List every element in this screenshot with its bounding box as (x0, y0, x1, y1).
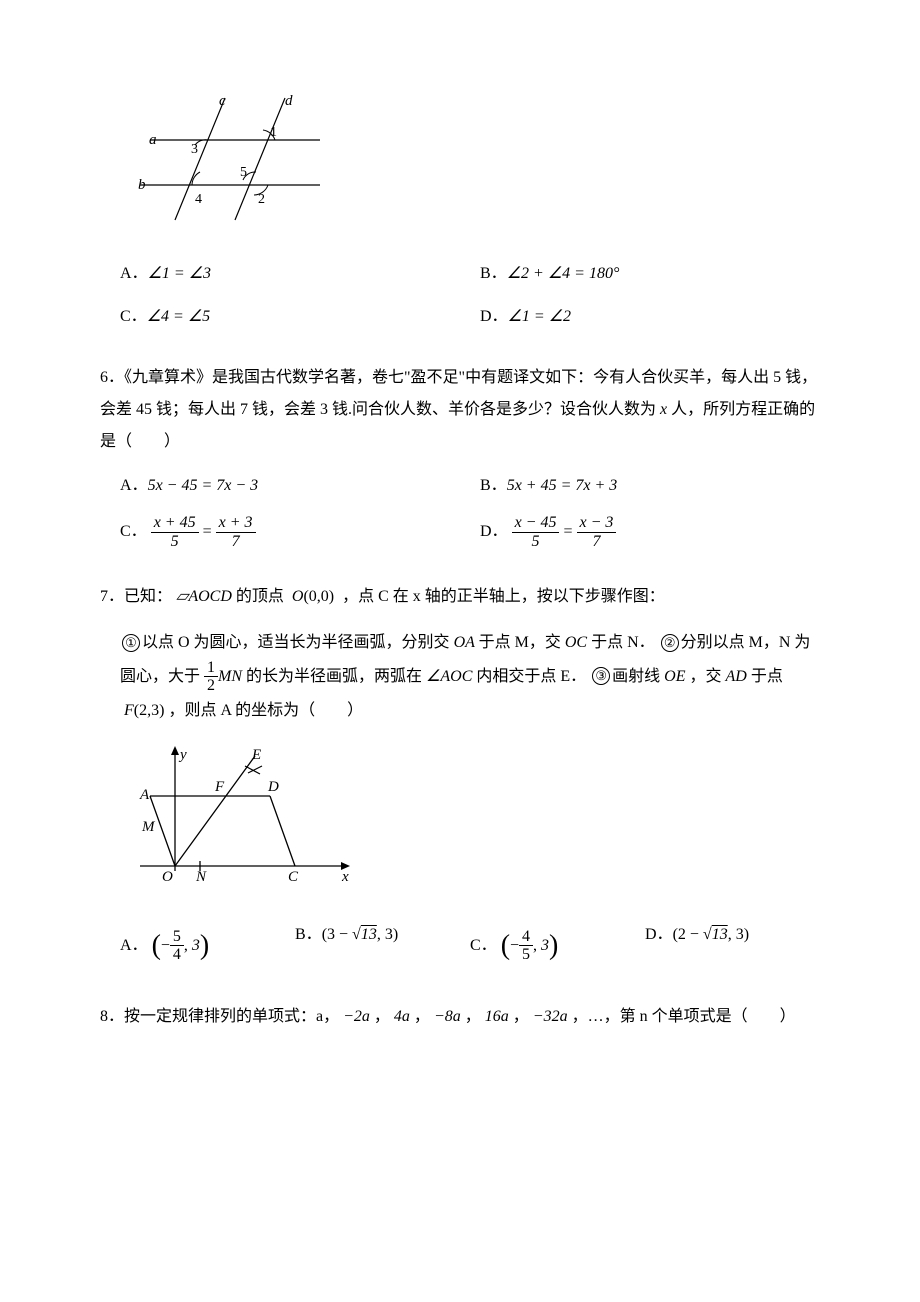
q8-t1: 8．按一定规律排列的单项式：a， (100, 1008, 339, 1025)
q7-label-x: x (341, 869, 349, 885)
q7-b2c: 内相交于点 E． (476, 667, 586, 684)
label-5: 5 (240, 165, 247, 180)
q5-option-A[interactable]: A．∠1 = ∠3 (120, 260, 480, 289)
q6-D-frac1: x − 455 (512, 514, 560, 550)
q6-A-expr: 5x − 45 = 7x − 3 (148, 477, 259, 494)
label-2: 2 (258, 192, 265, 207)
q8-term5: 16a (485, 1008, 509, 1025)
q7-B-label: B． (295, 926, 322, 943)
q7-para: ▱AOCD (176, 588, 232, 605)
label-d: d (285, 93, 293, 109)
q7-option-A[interactable]: A． (−54, 3) (120, 921, 295, 971)
q7-label-D: D (267, 779, 279, 795)
q8-text: 8．按一定规律排列的单项式：a， −2a ， 4a ， −8a ， 16a ， … (100, 1001, 820, 1033)
q7-option-C[interactable]: C． (−45, 3) (470, 921, 645, 971)
q6-options-row1: A．5x − 45 = 7x − 3 B．5x + 45 = 7x + 3 (120, 472, 820, 501)
q5-C-expr: ∠4 = ∠5 (147, 308, 210, 325)
q6-C-frac1: x + 455 (151, 514, 199, 550)
q7-diagram: y x A M O N C F D E (120, 741, 820, 901)
q7-options: A． (−54, 3) B．(3 − √13, 3) C． (−45, 3) D… (120, 921, 820, 971)
label-b: b (138, 177, 146, 193)
q7-label-y: y (178, 747, 187, 763)
q7-b1a: 以点 O 为圆心，适当长为半径画弧，分别交 (142, 634, 450, 651)
q6-option-A[interactable]: A．5x − 45 = 7x − 3 (120, 472, 480, 501)
q5-options-row2: C．∠4 = ∠5 D．∠1 = ∠2 (120, 303, 820, 332)
label-3: 3 (191, 142, 198, 157)
q7-C-label: C． (470, 937, 497, 954)
q8-term3: 4a (394, 1008, 410, 1025)
q8-term2: −2a (343, 1008, 370, 1025)
q6-option-B[interactable]: B．5x + 45 = 7x + 3 (480, 472, 820, 501)
q7-b2b: 的长为半径画弧，两弧在 (246, 667, 422, 684)
q7-t1: 7．已知： (100, 588, 172, 605)
q7-OE: OE (660, 667, 689, 684)
q7-circle2: ② (661, 634, 679, 652)
q5-D-expr: ∠1 = ∠2 (508, 308, 571, 325)
q7-label-C: C (288, 869, 299, 885)
q5-B-label: B． (480, 265, 507, 282)
label-4: 4 (195, 192, 202, 207)
q5-diagram: a b c d 1 2 3 4 5 (120, 90, 820, 240)
q6-A-label: A． (120, 477, 148, 494)
q7-svg: y x A M O N C F D E (120, 741, 360, 901)
q8-t2end: ，…，第 n 个单项式是（ ） (572, 1008, 796, 1025)
q7-label-O: O (162, 869, 173, 885)
q6-B-label: B． (480, 477, 507, 494)
q7-b3c: 于点 (751, 667, 783, 684)
q6-D-frac2: x − 37 (577, 514, 617, 550)
q7-b1b: 于点 M，交 (479, 634, 561, 651)
label-a: a (149, 132, 157, 148)
q5-A-expr: ∠1 = ∠3 (148, 265, 211, 282)
q7-half: 12 (204, 659, 218, 695)
q7-b3a: 画射线 (612, 667, 660, 684)
q7-b1c: 于点 N． (591, 634, 655, 651)
q7-text: 7．已知： ▱AOCD 的顶点 O(0,0) ，点 C 在 x 轴的正半轴上，按… (100, 581, 820, 613)
q5-D-label: D． (480, 308, 508, 325)
q6-option-C[interactable]: C． x + 455 = x + 37 (120, 514, 480, 550)
q7-b3d: ，则点 A 的坐标为（ ） (168, 702, 363, 719)
q7-t3: ，点 C 在 x 轴的正半轴上，按以下步骤作图： (342, 588, 665, 605)
q6-text: 6．《九章算术》是我国古代数学名著，卷七"盈不足"中有题译文如下：今有人合伙买羊… (100, 362, 820, 458)
q5-option-D[interactable]: D．∠1 = ∠2 (480, 303, 820, 332)
q5-option-C[interactable]: C．∠4 = ∠5 (120, 303, 480, 332)
q7-D-label: D． (645, 926, 673, 943)
q7-circle1: ① (122, 634, 140, 652)
q5-A-label: A． (120, 265, 148, 282)
q5-options-row1: A．∠1 = ∠3 B．∠2 + ∠4 = 180° (120, 260, 820, 289)
label-1: 1 (270, 125, 277, 140)
q7-label-M: M (141, 819, 156, 835)
q8-term6: −32a (533, 1008, 568, 1025)
q7-AD: AD (722, 667, 751, 684)
q8-term4: −8a (434, 1008, 461, 1025)
q6-option-D[interactable]: D． x − 455 = x − 37 (480, 514, 820, 550)
q5-option-B[interactable]: B．∠2 + ∠4 = 180° (480, 260, 820, 289)
q7-body: ①以点 O 为圆心，适当长为半径画弧，分别交 OA 于点 M，交 OC 于点 N… (120, 627, 820, 727)
q7-A-label: A． (120, 937, 148, 954)
q7-option-D[interactable]: D．(2 − √13, 3) (645, 921, 820, 971)
q6-B-expr: 5x + 45 = 7x + 3 (507, 477, 618, 494)
q6-options-row2: C． x + 455 = x + 37 D． x − 455 = x − 37 (120, 514, 820, 550)
q6-C-label: C． (120, 523, 147, 540)
q5-B-expr: ∠2 + ∠4 = 180° (507, 265, 620, 282)
q7-label-E: E (251, 747, 261, 763)
label-c: c (219, 93, 226, 109)
q7-label-N: N (195, 869, 207, 885)
q7-b3b: ，交 (690, 667, 722, 684)
q7-label-F: F (214, 779, 225, 795)
q7-OC: OC (561, 634, 591, 651)
q6-C-frac2: x + 37 (216, 514, 256, 550)
q7-MN: MN (218, 667, 242, 684)
q7-OA: OA (450, 634, 479, 651)
q6-x: x (656, 401, 671, 418)
q6-D-label: D． (480, 523, 508, 540)
q7-circle3: ③ (592, 667, 610, 685)
q7-label-A: A (139, 787, 150, 803)
q5-svg: a b c d 1 2 3 4 5 (120, 90, 330, 240)
q7-option-B[interactable]: B．(3 − √13, 3) (295, 921, 470, 971)
q7-t2: 的顶点 (236, 588, 284, 605)
q5-C-label: C． (120, 308, 147, 325)
